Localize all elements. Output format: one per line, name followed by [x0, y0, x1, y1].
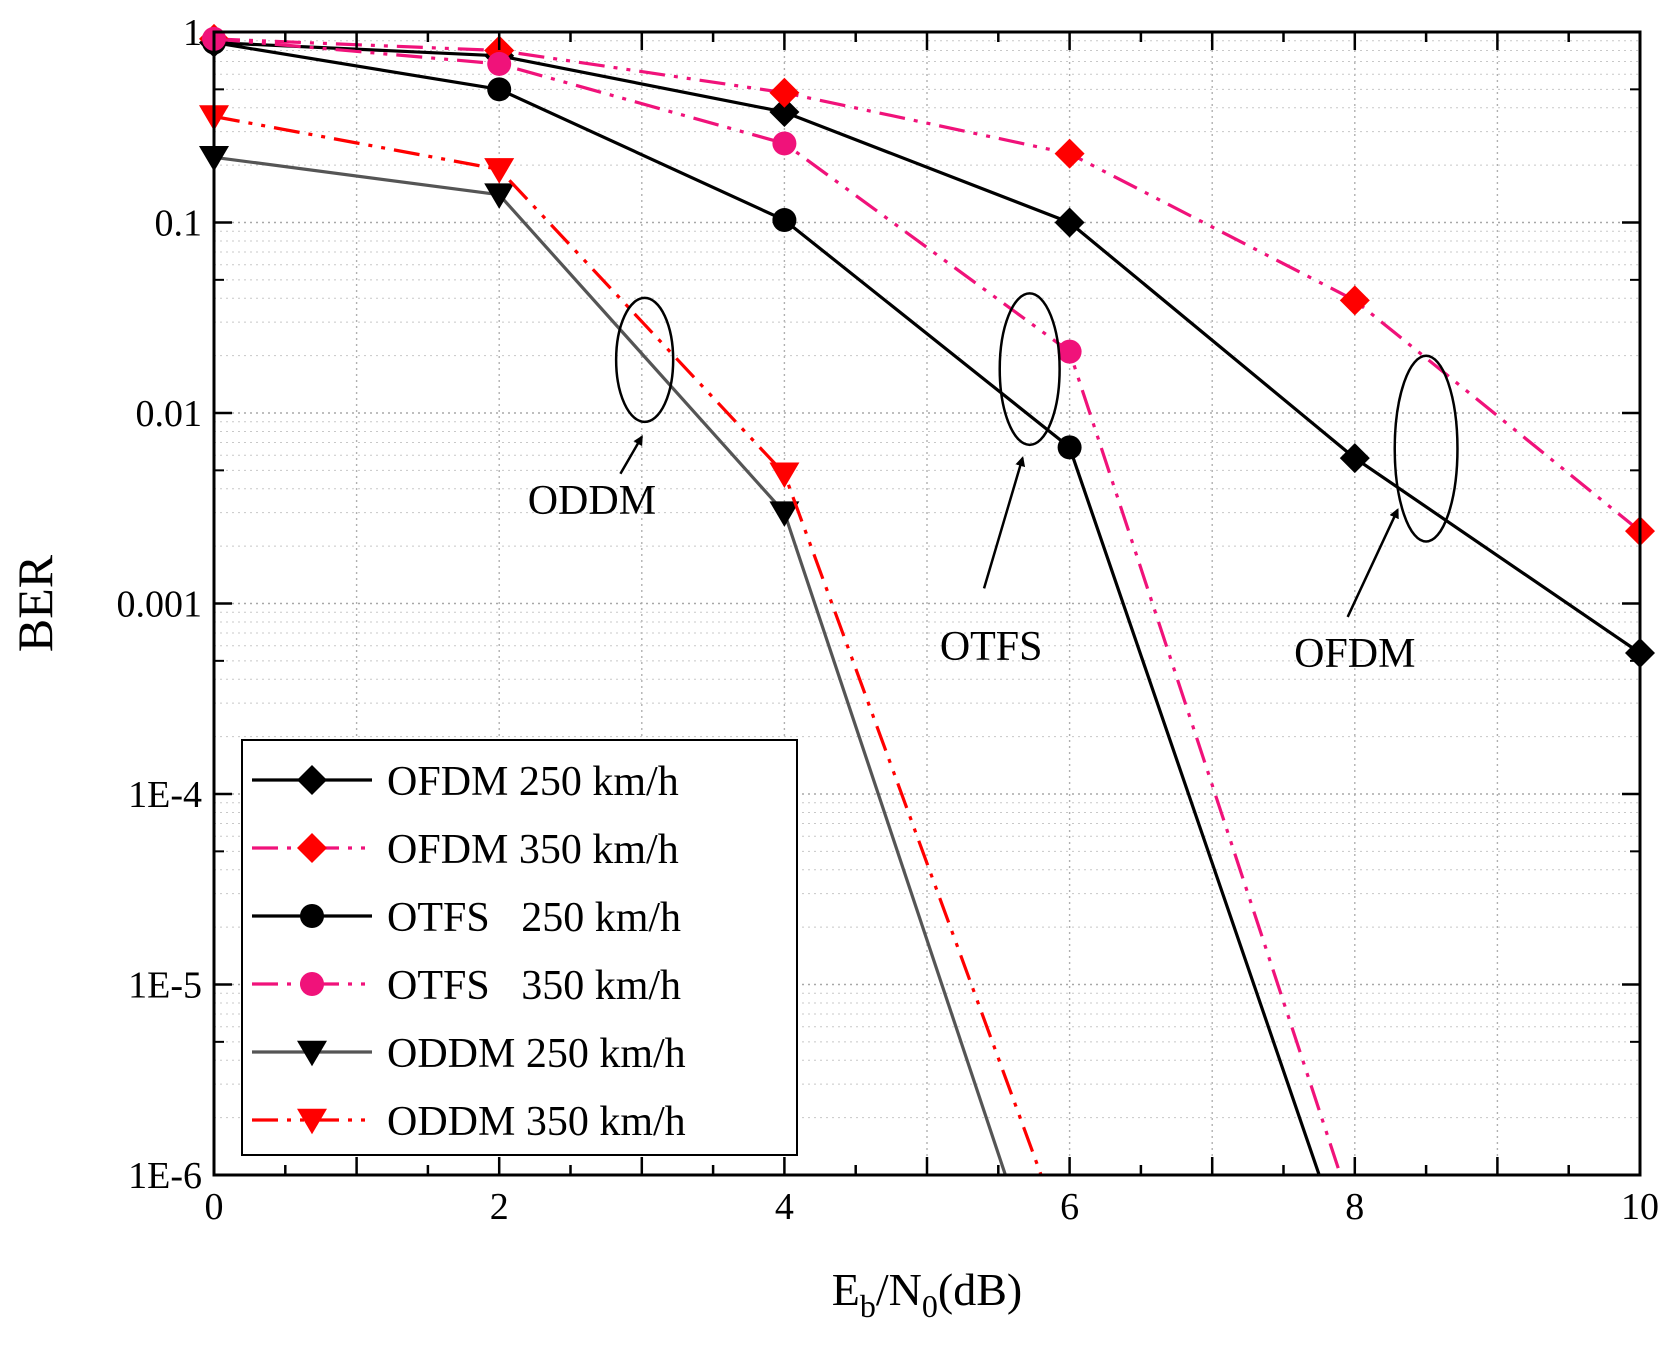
y-tick-label: 0.001 — [117, 584, 203, 626]
legend-entry-2: OTFS 250 km/h — [252, 895, 681, 941]
legend-label: OTFS 350 km/h — [387, 963, 681, 1009]
x-axis-label-main: E — [832, 1264, 860, 1315]
annotation-arrow — [1346, 508, 1399, 618]
legend-box — [241, 739, 798, 1156]
legend-marker — [297, 833, 327, 863]
series-layer — [199, 23, 1655, 1176]
data-point — [1054, 207, 1085, 238]
data-point — [1057, 339, 1082, 364]
annotation-otfs: OTFS — [940, 292, 1061, 670]
annotation-oddm: ODDM — [528, 296, 675, 524]
x-axis-label: Eb/N0(dB) — [832, 1264, 1022, 1324]
series-line — [213, 114, 1043, 1176]
y-tick-label: 1E-6 — [128, 1155, 202, 1197]
data-point — [1054, 138, 1085, 169]
data-point — [769, 501, 800, 527]
x-axis-label-tail: (dB) — [938, 1264, 1022, 1315]
annotation-label: ODDM — [528, 478, 656, 524]
legend-entry-4: ODDM 250 km/h — [252, 1031, 686, 1077]
legend-marker — [300, 904, 324, 928]
data-point — [769, 97, 800, 128]
series-line — [213, 155, 1007, 1176]
legend-label: OTFS 250 km/h — [387, 895, 681, 941]
data-point — [772, 131, 797, 156]
x-tick-label: 8 — [1345, 1186, 1364, 1228]
annotation-arrow — [619, 435, 643, 475]
x-axis-label-sub2: 0 — [922, 1288, 938, 1324]
data-point — [1339, 443, 1370, 474]
legend-marker — [300, 972, 324, 996]
series-line — [213, 37, 1642, 533]
legend-label: ODDM 250 km/h — [387, 1031, 686, 1077]
data-point — [769, 462, 800, 488]
legend-entry-5: ODDM 350 km/h — [252, 1099, 686, 1145]
data-point — [1057, 435, 1082, 460]
x-axis-label-mid: /N — [876, 1264, 922, 1315]
annotation-ofdm: OFDM — [1294, 354, 1459, 677]
legend-entry-1: OFDM 350 km/h — [252, 827, 679, 873]
x-tick-label: 6 — [1060, 1186, 1079, 1228]
data-point — [487, 77, 512, 102]
series-2 — [202, 30, 1321, 1176]
y-tick-label: 1E-5 — [128, 965, 202, 1007]
data-point — [1339, 285, 1370, 316]
annotation-ellipse — [998, 292, 1061, 447]
annotation-label: OTFS — [940, 624, 1043, 670]
y-axis-label: BER — [7, 554, 63, 652]
legend-marker — [297, 1108, 327, 1135]
legend-entry-3: OTFS 350 km/h — [252, 963, 681, 1009]
y-tick-label: 0.1 — [155, 203, 203, 245]
y-tick-label: 0.01 — [136, 393, 203, 435]
legend-label: OFDM 350 km/h — [387, 827, 679, 873]
series-line — [213, 37, 1343, 1176]
legend-entry-0: OFDM 250 km/h — [252, 759, 679, 805]
y-tick-label: 1E-4 — [128, 774, 202, 816]
tick-layer: 0 2 4 6 8 10 1 0.1 0.01 0.001 1E-4 1E-5 1E-6 — [117, 12, 1660, 1228]
data-point — [484, 158, 515, 184]
data-point — [772, 208, 797, 233]
data-point — [484, 183, 515, 209]
x-tick-label: 4 — [775, 1186, 794, 1228]
x-axis-label-sub1: b — [860, 1288, 876, 1324]
legend: OFDM 250 km/h OFDM 350 km/h OTFS 250 km/h O… — [241, 739, 798, 1156]
annotation-arrow — [982, 456, 1026, 589]
series-line — [213, 41, 1641, 655]
legend-label: ODDM 350 km/h — [387, 1099, 686, 1145]
data-point — [769, 77, 800, 108]
x-tick-label: 0 — [205, 1186, 224, 1228]
x-tick-label: 10 — [1621, 1186, 1659, 1228]
annotation-label: OFDM — [1294, 631, 1415, 677]
annotation-ellipse — [614, 296, 675, 424]
data-point — [487, 51, 512, 76]
legend-label: OFDM 250 km/h — [387, 759, 679, 805]
legend-marker — [297, 765, 327, 795]
annotation-layer: ODDM OTFS OFDM — [528, 292, 1459, 677]
legend-marker — [297, 1040, 327, 1067]
y-tick-label: 1 — [183, 12, 202, 54]
x-tick-label: 2 — [490, 1186, 509, 1228]
annotation-ellipse — [1393, 354, 1459, 543]
